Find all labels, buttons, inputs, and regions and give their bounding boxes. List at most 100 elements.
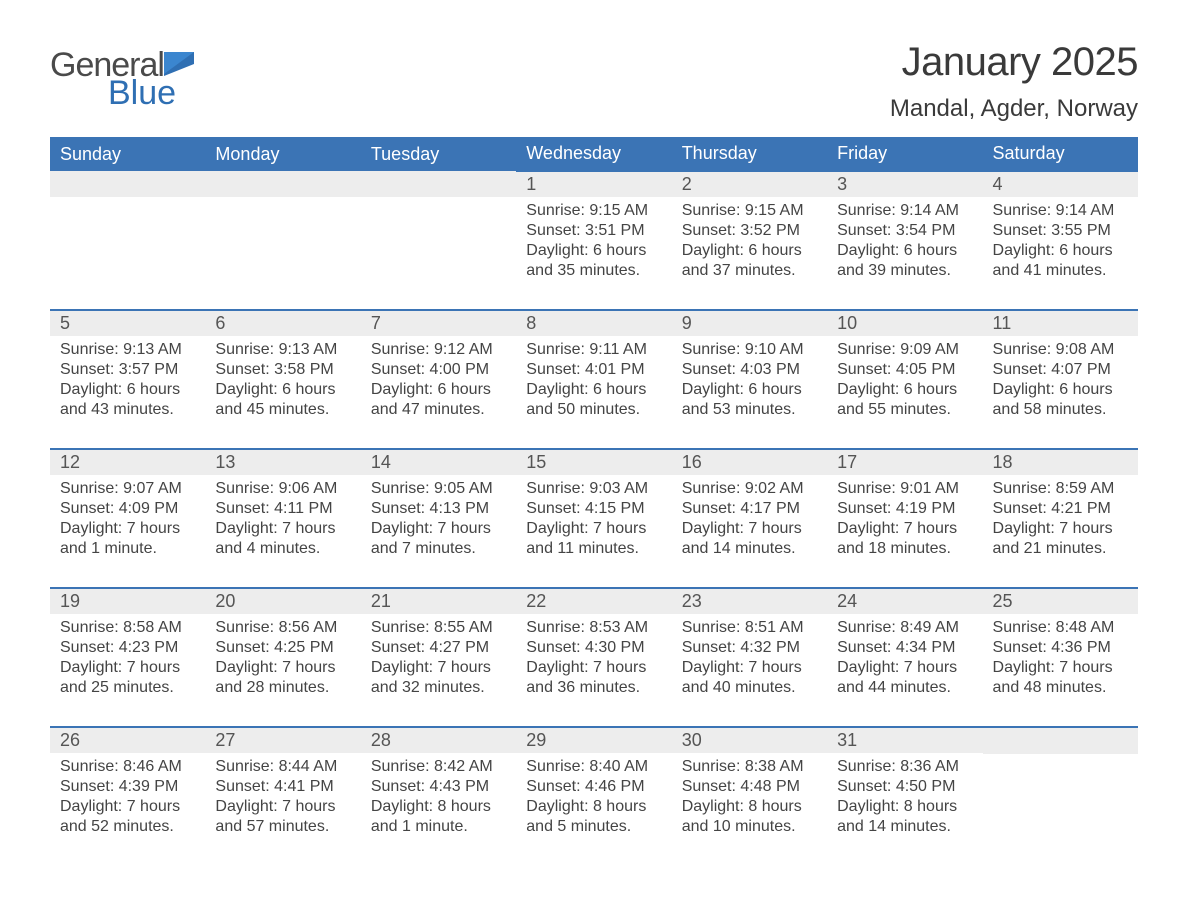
day-details: Sunrise: 8:53 AMSunset: 4:30 PMDaylight:… bbox=[516, 614, 671, 726]
day-number: 5 bbox=[50, 311, 205, 336]
sunset-text: Sunset: 4:15 PM bbox=[526, 499, 661, 519]
sunrise-text: Sunrise: 9:15 AM bbox=[682, 201, 817, 221]
sunset-text: Sunset: 4:46 PM bbox=[526, 777, 661, 797]
daylight-text: Daylight: 8 hours and 1 minute. bbox=[371, 797, 506, 837]
calendar-day-cell bbox=[205, 171, 360, 310]
daylight-text: Daylight: 7 hours and 14 minutes. bbox=[682, 519, 817, 559]
day-number bbox=[983, 728, 1138, 754]
day-number: 1 bbox=[516, 172, 671, 197]
day-details: Sunrise: 9:14 AMSunset: 3:55 PMDaylight:… bbox=[983, 197, 1138, 309]
weekday-header: Thursday bbox=[672, 137, 827, 171]
calendar-day-cell: 30Sunrise: 8:38 AMSunset: 4:48 PMDayligh… bbox=[672, 727, 827, 865]
daylight-text: Daylight: 7 hours and 21 minutes. bbox=[993, 519, 1128, 559]
daylight-text: Daylight: 7 hours and 28 minutes. bbox=[215, 658, 350, 698]
sunset-text: Sunset: 4:19 PM bbox=[837, 499, 972, 519]
calendar-day-cell: 31Sunrise: 8:36 AMSunset: 4:50 PMDayligh… bbox=[827, 727, 982, 865]
day-details: Sunrise: 8:59 AMSunset: 4:21 PMDaylight:… bbox=[983, 475, 1138, 587]
calendar-day-cell: 8Sunrise: 9:11 AMSunset: 4:01 PMDaylight… bbox=[516, 310, 671, 449]
sunset-text: Sunset: 4:39 PM bbox=[60, 777, 195, 797]
calendar-week-row: 1 Sunrise: 9:15 AM Sunset: 3:51 PM Daylight… bbox=[50, 171, 1138, 310]
calendar-week-row: 12Sunrise: 9:07 AMSunset: 4:09 PMDayligh… bbox=[50, 449, 1138, 588]
daylight-text: Daylight: 6 hours and 45 minutes. bbox=[215, 380, 350, 420]
sunrise-text: Sunrise: 8:36 AM bbox=[837, 757, 972, 777]
sunset-text: Sunset: 4:41 PM bbox=[215, 777, 350, 797]
day-number: 2 bbox=[672, 172, 827, 197]
calendar-day-cell: 13Sunrise: 9:06 AMSunset: 4:11 PMDayligh… bbox=[205, 449, 360, 588]
day-details bbox=[361, 197, 516, 307]
sunset-text: Sunset: 3:51 PM bbox=[526, 221, 661, 241]
daylight-text: Daylight: 7 hours and 25 minutes. bbox=[60, 658, 195, 698]
daylight-text: Daylight: 6 hours and 50 minutes. bbox=[526, 380, 661, 420]
weekday-header: Friday bbox=[827, 137, 982, 171]
day-number: 7 bbox=[361, 311, 516, 336]
day-number: 27 bbox=[205, 728, 360, 753]
sunset-text: Sunset: 4:17 PM bbox=[682, 499, 817, 519]
daylight-text: Daylight: 7 hours and 1 minute. bbox=[60, 519, 195, 559]
sunrise-text: Sunrise: 9:05 AM bbox=[371, 479, 506, 499]
calendar-day-cell: 9Sunrise: 9:10 AMSunset: 4:03 PMDaylight… bbox=[672, 310, 827, 449]
day-number: 24 bbox=[827, 589, 982, 614]
weekday-header: Sunday bbox=[50, 137, 205, 171]
calendar-table: Sunday Monday Tuesday Wednesday Thursday… bbox=[50, 137, 1138, 865]
daylight-text: Daylight: 7 hours and 36 minutes. bbox=[526, 658, 661, 698]
calendar-day-cell: 7Sunrise: 9:12 AMSunset: 4:00 PMDaylight… bbox=[361, 310, 516, 449]
calendar-day-cell: 20Sunrise: 8:56 AMSunset: 4:25 PMDayligh… bbox=[205, 588, 360, 727]
sunset-text: Sunset: 4:03 PM bbox=[682, 360, 817, 380]
calendar-day-cell: 18Sunrise: 8:59 AMSunset: 4:21 PMDayligh… bbox=[983, 449, 1138, 588]
day-number: 14 bbox=[361, 450, 516, 475]
weekday-header: Saturday bbox=[983, 137, 1138, 171]
day-number: 12 bbox=[50, 450, 205, 475]
day-details: Sunrise: 8:38 AMSunset: 4:48 PMDaylight:… bbox=[672, 753, 827, 865]
day-number: 4 bbox=[983, 172, 1138, 197]
calendar-day-cell bbox=[361, 171, 516, 310]
day-details: Sunrise: 9:01 AMSunset: 4:19 PMDaylight:… bbox=[827, 475, 982, 587]
calendar-day-cell: 26Sunrise: 8:46 AMSunset: 4:39 PMDayligh… bbox=[50, 727, 205, 865]
daylight-text: Daylight: 6 hours and 47 minutes. bbox=[371, 380, 506, 420]
day-details: Sunrise: 8:49 AMSunset: 4:34 PMDaylight:… bbox=[827, 614, 982, 726]
calendar-week-row: 5Sunrise: 9:13 AMSunset: 3:57 PMDaylight… bbox=[50, 310, 1138, 449]
header: General Blue January 2025 Mandal, Agder,… bbox=[50, 40, 1138, 123]
sunrise-text: Sunrise: 9:10 AM bbox=[682, 340, 817, 360]
day-details bbox=[983, 754, 1138, 864]
calendar-day-cell: 10Sunrise: 9:09 AMSunset: 4:05 PMDayligh… bbox=[827, 310, 982, 449]
sunrise-text: Sunrise: 9:02 AM bbox=[682, 479, 817, 499]
day-details: Sunrise: 9:10 AMSunset: 4:03 PMDaylight:… bbox=[672, 336, 827, 448]
calendar-day-cell: 2Sunrise: 9:15 AMSunset: 3:52 PMDaylight… bbox=[672, 171, 827, 310]
daylight-text: Daylight: 8 hours and 5 minutes. bbox=[526, 797, 661, 837]
day-number bbox=[361, 171, 516, 197]
day-number: 31 bbox=[827, 728, 982, 753]
day-details: Sunrise: 9:13 AMSunset: 3:57 PMDaylight:… bbox=[50, 336, 205, 448]
calendar-body: 1 Sunrise: 9:15 AM Sunset: 3:51 PM Daylight… bbox=[50, 171, 1138, 865]
sunrise-text: Sunrise: 8:44 AM bbox=[215, 757, 350, 777]
weekday-header: Tuesday bbox=[361, 137, 516, 171]
calendar-day-cell: 14Sunrise: 9:05 AMSunset: 4:13 PMDayligh… bbox=[361, 449, 516, 588]
sunrise-text: Sunrise: 8:56 AM bbox=[215, 618, 350, 638]
sunrise-text: Sunrise: 9:14 AM bbox=[993, 201, 1128, 221]
calendar-day-cell: 5Sunrise: 9:13 AMSunset: 3:57 PMDaylight… bbox=[50, 310, 205, 449]
daylight-text: Daylight: 6 hours and 53 minutes. bbox=[682, 380, 817, 420]
calendar-day-cell: 23Sunrise: 8:51 AMSunset: 4:32 PMDayligh… bbox=[672, 588, 827, 727]
day-number: 30 bbox=[672, 728, 827, 753]
calendar-day-cell: 28Sunrise: 8:42 AMSunset: 4:43 PMDayligh… bbox=[361, 727, 516, 865]
day-details bbox=[205, 197, 360, 307]
calendar-day-cell: 17Sunrise: 9:01 AMSunset: 4:19 PMDayligh… bbox=[827, 449, 982, 588]
sunset-text: Sunset: 3:52 PM bbox=[682, 221, 817, 241]
sunrise-text: Sunrise: 8:59 AM bbox=[993, 479, 1128, 499]
sunset-text: Sunset: 4:27 PM bbox=[371, 638, 506, 658]
sunset-text: Sunset: 3:58 PM bbox=[215, 360, 350, 380]
day-details: Sunrise: 9:12 AMSunset: 4:00 PMDaylight:… bbox=[361, 336, 516, 448]
title-block: January 2025 Mandal, Agder, Norway bbox=[890, 40, 1138, 123]
day-details: Sunrise: 8:46 AMSunset: 4:39 PMDaylight:… bbox=[50, 753, 205, 865]
day-number: 17 bbox=[827, 450, 982, 475]
sunset-text: Sunset: 4:48 PM bbox=[682, 777, 817, 797]
sunset-text: Sunset: 4:30 PM bbox=[526, 638, 661, 658]
calendar-week-row: 19Sunrise: 8:58 AMSunset: 4:23 PMDayligh… bbox=[50, 588, 1138, 727]
calendar-day-cell: 29Sunrise: 8:40 AMSunset: 4:46 PMDayligh… bbox=[516, 727, 671, 865]
sunset-text: Sunset: 4:01 PM bbox=[526, 360, 661, 380]
day-number: 21 bbox=[361, 589, 516, 614]
sunset-text: Sunset: 4:13 PM bbox=[371, 499, 506, 519]
daylight-text: Daylight: 6 hours and 41 minutes. bbox=[993, 241, 1128, 281]
sunset-text: Sunset: 4:23 PM bbox=[60, 638, 195, 658]
sunset-text: Sunset: 4:25 PM bbox=[215, 638, 350, 658]
day-number: 28 bbox=[361, 728, 516, 753]
